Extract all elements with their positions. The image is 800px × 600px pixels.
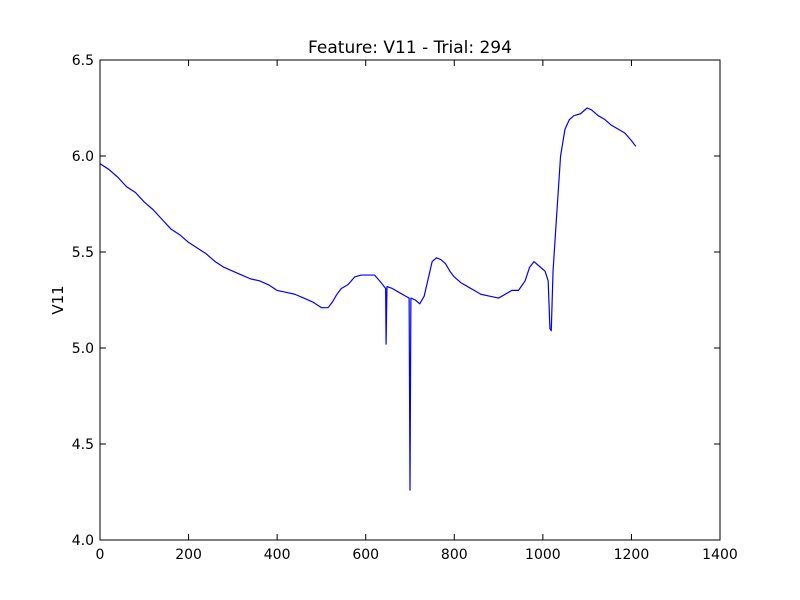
x-tick-label: 0	[96, 547, 105, 563]
x-tick-label: 1000	[525, 547, 561, 563]
y-tick-label: 4.5	[72, 437, 94, 453]
y-tick-label: 5.0	[72, 341, 94, 357]
x-tick-label: 1400	[702, 547, 738, 563]
x-tick-label: 1200	[614, 547, 650, 563]
y-tick-label: 6.5	[72, 53, 94, 69]
x-tick-label: 800	[441, 547, 468, 563]
x-tick-label: 400	[264, 547, 291, 563]
x-tick-label: 200	[175, 547, 202, 563]
y-tick-label: 6.0	[72, 149, 94, 165]
y-tick-label: 4.0	[72, 533, 94, 549]
chart-title: Feature: V11 - Trial: 294	[308, 38, 512, 58]
x-tick-label: 600	[352, 547, 379, 563]
y-axis-label: V11	[49, 285, 67, 314]
plot-area	[99, 107, 637, 491]
plot-frame	[99, 59, 721, 541]
y-tick-label: 5.5	[72, 245, 94, 261]
series-line-0	[99, 107, 637, 491]
axes-ticks: 0 200 400 600 800 1000 1200 1400 4.0 4.5 5.0 5.5 6.0…	[72, 53, 738, 563]
